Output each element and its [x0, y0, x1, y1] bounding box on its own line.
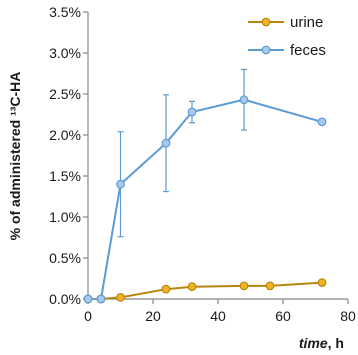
feces-data-point	[116, 179, 125, 189]
y-tick-label: 2.0%	[49, 127, 81, 143]
x-tick-label: 20	[145, 308, 161, 324]
x-axis-title-main: time	[299, 335, 328, 351]
feces-data-point	[187, 107, 197, 117]
y-tick-label: 3.5%	[49, 4, 81, 20]
urine-data-point	[265, 281, 275, 291]
y-tick-label: 1.5%	[49, 168, 81, 184]
urine-data-point	[116, 292, 125, 302]
feces-data-point	[317, 117, 327, 127]
x-axis-title: time, h	[299, 335, 344, 351]
x-tick-label: 0	[84, 308, 92, 324]
urine-data-point	[187, 282, 197, 292]
x-tick-label: 80	[340, 308, 356, 324]
x-axis-title-suffix: , h	[328, 335, 344, 351]
feces-data-point	[239, 95, 249, 105]
legend-feces-marker	[261, 45, 271, 55]
legend-feces-label: feces	[290, 42, 326, 59]
y-axis-title: % of administered ¹³C-HA	[7, 72, 23, 241]
urine-data-point	[317, 278, 327, 288]
y-tick-label: 0.0%	[49, 291, 81, 307]
urine-data-point	[239, 281, 249, 291]
legend-urine-label: urine	[290, 14, 323, 31]
y-tick-label: 2.5%	[49, 86, 81, 102]
feces-data-point	[161, 138, 171, 148]
feces-data-point	[96, 294, 106, 304]
urine-data-point	[161, 284, 171, 294]
x-tick-label: 40	[210, 308, 226, 324]
legend-urine-marker	[261, 17, 271, 27]
y-tick-label: 3.0%	[49, 45, 81, 61]
y-tick-label: 1.0%	[49, 209, 81, 225]
x-tick-label: 60	[275, 308, 291, 324]
y-tick-label: 0.5%	[49, 250, 81, 266]
feces-data-point	[83, 294, 93, 304]
feces-series-line	[88, 98, 323, 300]
